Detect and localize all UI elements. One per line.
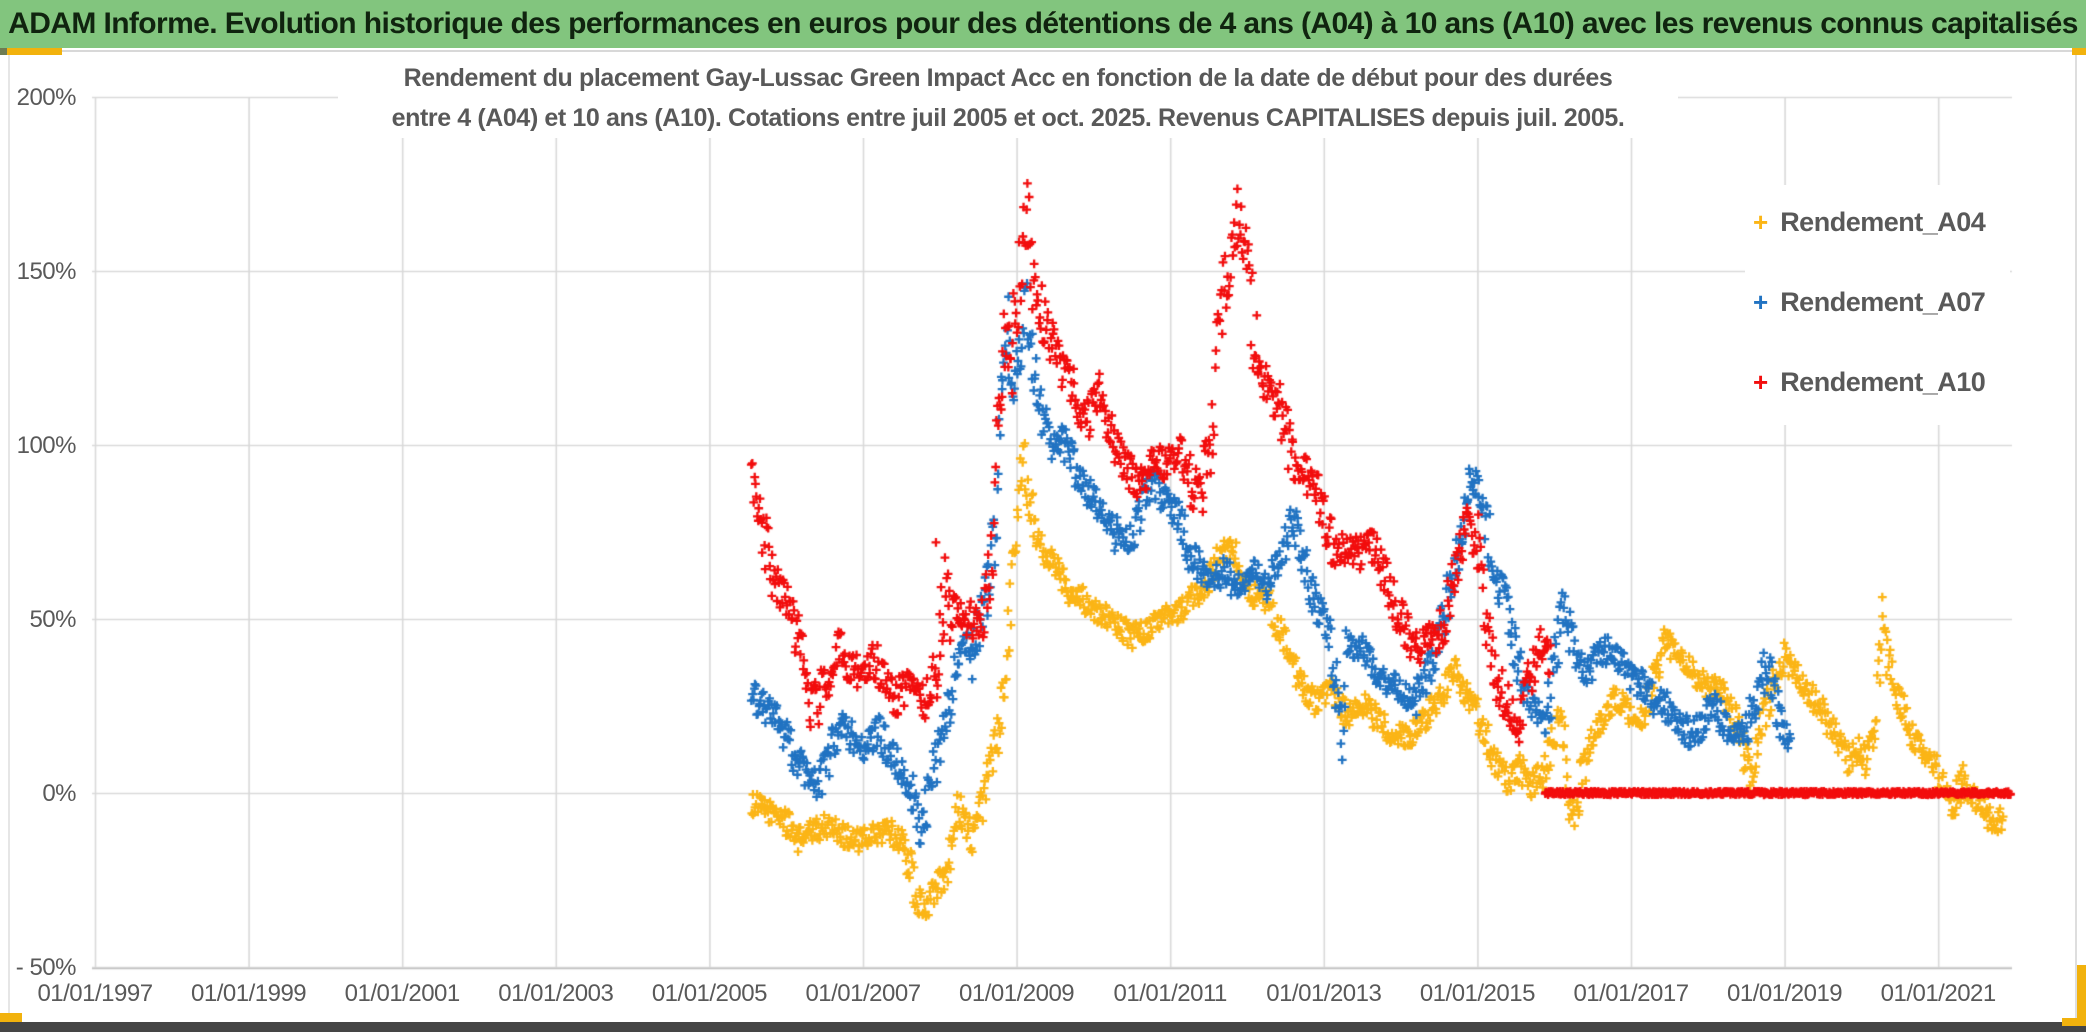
legend-item-Rendement_A04[interactable]: + Rendement_A04	[1753, 200, 1986, 244]
corner-accent-top-right	[2072, 48, 2086, 55]
x-axis-label: 01/01/2019	[1727, 980, 1843, 1007]
corner-accent-bottom-right-horizontal	[2062, 1018, 2086, 1026]
title-banner: ADAM Informe. Evolution historique des p…	[0, 0, 2086, 48]
legend-plus-marker-icon: +	[1753, 367, 1769, 397]
chart-right-border	[2075, 55, 2077, 1020]
legend-item-Rendement_A07[interactable]: + Rendement_A07	[1753, 280, 1986, 324]
x-axis-label: 01/01/2021	[1880, 980, 1997, 1007]
legend: + Rendement_A04 + Rendement_A07 + Rendement_A…	[1745, 185, 2010, 425]
legend-plus-marker-icon: +	[1753, 207, 1769, 237]
corner-accent-bottom-left	[0, 1013, 22, 1022]
x-axis-label: 01/01/2003	[498, 980, 614, 1007]
chart-subtitle-line2: entre 4 (A04) et 10 ans (A10). Cotations…	[391, 104, 1625, 132]
header-divider	[0, 50, 2086, 52]
y-axis-label: 100%	[16, 432, 77, 459]
legend-label: Rendement_A10	[1780, 366, 1986, 397]
bottom-bar	[0, 1022, 2086, 1032]
corner-accent-bottom-right-vertical	[2077, 965, 2086, 1026]
x-axis-label: 01/01/2001	[344, 980, 461, 1007]
x-axis-label: 01/01/2011	[1113, 980, 1228, 1007]
corner-accent-top-left	[7, 48, 62, 55]
chart-subtitle-line1: Rendement du placement Gay-Lussac Green …	[403, 64, 1613, 92]
y-axis-label: 200%	[16, 84, 77, 111]
legend-plus-marker-icon: +	[1753, 287, 1769, 317]
legend-label: Rendement_A07	[1780, 286, 1986, 317]
y-axis-label: 150%	[16, 258, 77, 285]
x-axis-label: 01/01/2017	[1573, 980, 1689, 1007]
chart-subtitle: Rendement du placement Gay-Lussac Green …	[338, 58, 1678, 138]
chart-left-border	[8, 52, 10, 1022]
x-axis-label: 01/01/2009	[959, 980, 1075, 1007]
x-axis-label: 01/01/2013	[1266, 980, 1382, 1007]
page-title: ADAM Informe. Evolution historique des p…	[8, 7, 2078, 40]
y-axis-label: 0%	[42, 780, 76, 807]
y-axis-label: - 50%	[15, 954, 77, 981]
legend-label: Rendement_A04	[1780, 206, 1986, 237]
x-axis-label: 01/01/2007	[805, 980, 921, 1007]
corner-accent-dark	[0, 48, 7, 55]
x-axis-label: 01/01/2005	[651, 980, 768, 1007]
x-axis-label: 01/01/2015	[1419, 980, 1536, 1007]
y-axis-label: 50%	[29, 606, 76, 633]
x-axis-label: 01/01/1999	[191, 980, 307, 1007]
legend-item-Rendement_A10[interactable]: + Rendement_A10	[1753, 360, 1986, 404]
x-axis-label: 01/01/1997	[37, 980, 153, 1007]
